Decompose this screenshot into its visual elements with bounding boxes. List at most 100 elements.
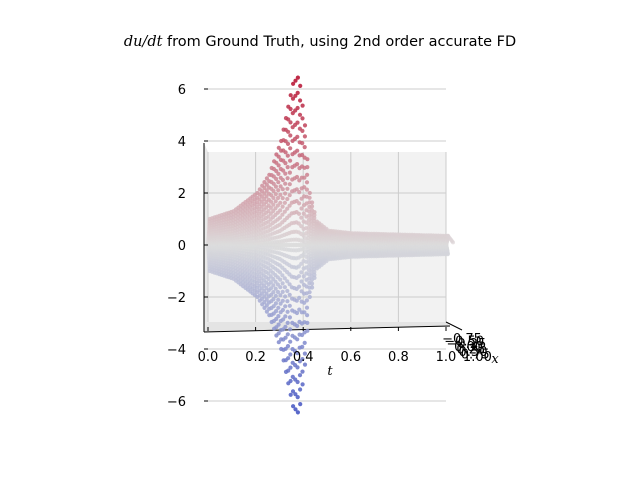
scatter-point — [295, 395, 300, 400]
x-tick-label: −0.25 — [446, 337, 486, 352]
scatter-point — [285, 176, 290, 181]
t-tick-label: 0.6 — [340, 350, 361, 365]
scatter-point — [273, 199, 278, 204]
scatter-point — [283, 171, 288, 176]
scatter-point — [295, 337, 300, 342]
scatter-point — [307, 294, 312, 300]
scatter-point — [300, 116, 305, 121]
scatter-point — [302, 340, 307, 345]
scatter-point — [268, 280, 273, 285]
scatter-point — [299, 215, 304, 220]
scatter-point — [300, 344, 305, 349]
scatter-point — [273, 184, 278, 189]
scatter-point — [285, 186, 290, 191]
scatter-point — [266, 214, 271, 219]
scatter-point — [295, 323, 300, 328]
scatter-point — [283, 150, 288, 155]
scatter-point — [286, 129, 291, 134]
scatter-point — [451, 240, 455, 245]
scatter-point — [304, 305, 310, 310]
scatter-point — [276, 145, 281, 150]
scatter-point — [264, 176, 269, 181]
t-tick-label: 0.8 — [388, 350, 409, 365]
x-tick-label: 0.25 — [456, 342, 485, 357]
scatter-point — [298, 387, 303, 392]
scatter-point — [302, 300, 307, 305]
scatter-point — [300, 128, 305, 133]
scatter-point — [290, 96, 296, 101]
scatter-point — [285, 196, 290, 202]
scatter-point — [283, 161, 288, 166]
scatter-point — [296, 264, 301, 269]
scatter-point — [295, 105, 300, 111]
scatter-point — [304, 180, 310, 185]
scatter-point — [264, 188, 269, 193]
scatter-point — [287, 303, 292, 308]
scatter-point — [276, 340, 281, 345]
scatter-point — [287, 170, 292, 175]
scatter-point — [264, 194, 269, 199]
scatter-point — [275, 195, 281, 201]
scatter-point — [282, 285, 287, 290]
scatter-point — [275, 203, 280, 208]
scatter-point — [288, 158, 293, 163]
scatter-point — [293, 78, 298, 83]
scatter-point — [285, 309, 290, 314]
scatter-point — [282, 276, 287, 281]
scatter-point — [297, 307, 302, 312]
scatter-point — [295, 120, 300, 125]
scatter-point — [305, 172, 310, 177]
scatter-point — [293, 93, 298, 98]
scatter-point — [296, 221, 301, 226]
scatter-point — [271, 188, 276, 193]
scatter-point — [295, 365, 300, 370]
scatter-point — [305, 165, 310, 170]
scatter-point — [299, 206, 304, 211]
scatter-point — [264, 291, 269, 296]
scatter-point — [276, 305, 281, 310]
scatter-point — [288, 146, 293, 151]
x-axis-label: x — [491, 352, 499, 367]
scatter-point — [287, 292, 292, 297]
x-tick-label: 0.00 — [454, 340, 483, 355]
scatter-point — [283, 314, 288, 319]
scatter-point — [302, 123, 308, 128]
scatter-point — [280, 196, 285, 201]
scatter-point — [282, 200, 287, 205]
scatter-point — [297, 284, 302, 289]
scatter-point — [280, 298, 285, 303]
scatter-point — [282, 209, 287, 214]
scatter-point — [285, 288, 290, 294]
t-axis-ticks: 0.0 0.2 0.4 0.6 0.8 1.0 — [198, 327, 456, 365]
scatter-point — [268, 274, 273, 279]
scatter-point — [288, 378, 293, 384]
scatter-point — [288, 133, 293, 138]
scatter-point — [288, 392, 293, 397]
scatter-point — [273, 293, 278, 298]
scatter-point — [276, 314, 281, 319]
scatter-point — [293, 392, 298, 397]
scatter-point — [278, 192, 283, 197]
scatter-point — [288, 120, 293, 125]
t-tick-label: 0.0 — [198, 350, 219, 365]
x-tick-label: 0.50 — [459, 345, 488, 360]
scatter-point — [271, 297, 276, 302]
scatter-point — [285, 299, 290, 304]
x-tick-label: 1.00 — [463, 350, 492, 365]
scatter-point — [445, 252, 450, 257]
scatter-point — [302, 145, 307, 150]
x-axis-ticks: −0.75−0.50−0.250.000.250.500.751.00 — [442, 332, 492, 365]
scatter-point — [307, 290, 312, 295]
scatter-point — [302, 310, 307, 315]
scatter-point — [271, 195, 276, 200]
scatter-point — [312, 210, 317, 215]
scatter-point — [273, 192, 278, 197]
scatter-point — [268, 211, 273, 216]
scatter-point — [300, 369, 305, 374]
scatter-point — [305, 157, 310, 162]
z-tick-label: 6 — [178, 83, 186, 98]
scatter-point — [312, 272, 317, 277]
scatter-point — [288, 352, 293, 357]
scatter-point — [264, 303, 269, 308]
